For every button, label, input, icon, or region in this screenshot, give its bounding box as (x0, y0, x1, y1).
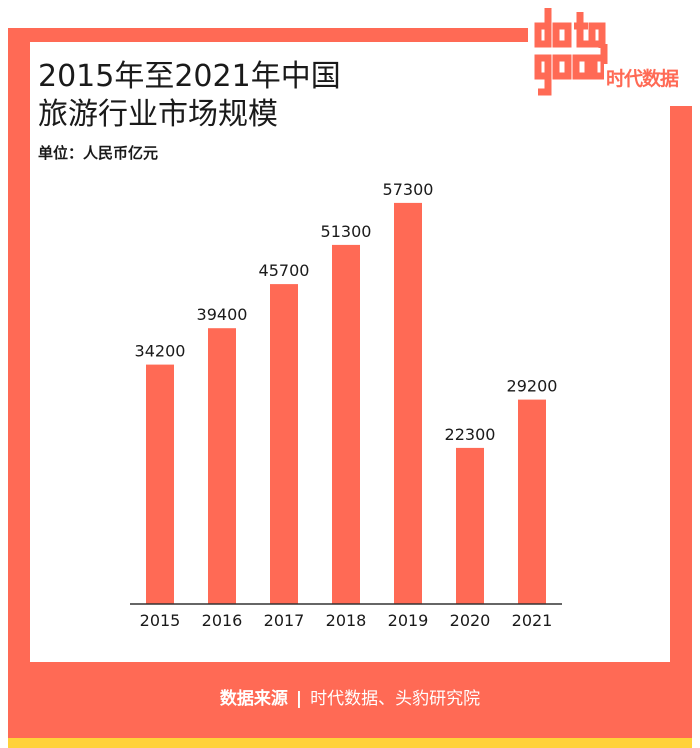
x-tick-label-2019: 2019 (388, 611, 429, 630)
datagood-logo-mark (534, 8, 608, 96)
x-tick-label-2016: 2016 (202, 611, 243, 630)
bar-2020 (456, 447, 484, 604)
source-text: 时代数据、头豹研究院 (310, 689, 481, 709)
data-label-2015: 34200 (135, 342, 186, 361)
data-label-2017: 45700 (259, 261, 310, 280)
data-label-2016: 39400 (197, 305, 248, 324)
bar-2019 (394, 202, 422, 604)
data-label-2018: 51300 (321, 222, 372, 241)
bar-2021 (518, 399, 546, 604)
x-tick-label-2021: 2021 (512, 611, 553, 630)
bottom-stripe (8, 738, 692, 748)
x-tick-label-2018: 2018 (326, 611, 367, 630)
data-label-2019: 57300 (383, 180, 434, 199)
data-label-2021: 29200 (507, 377, 558, 396)
chart-title: 2015年至2021年中国 旅游行业市场规模 (38, 58, 341, 134)
chart-title-line-2: 旅游行业市场规模 (38, 97, 278, 132)
x-tick-label-2015: 2015 (140, 611, 181, 630)
source-separator: | (295, 689, 303, 709)
chart-title-line-1: 2015年至2021年中国 (38, 59, 341, 94)
data-label-2020: 22300 (445, 425, 496, 444)
bar-2016 (208, 328, 236, 604)
x-tick-label-2020: 2020 (450, 611, 491, 630)
datagood-logo: 时代数据 (534, 4, 690, 104)
bar-2017 (270, 284, 298, 604)
logo-text: 时代数据 (604, 64, 681, 91)
x-tick-label-2017: 2017 (264, 611, 305, 630)
unit-label: 单位：人民币亿元 (38, 144, 159, 162)
bar-2015 (146, 364, 174, 604)
source-line: 数据来源 | 时代数据、头豹研究院 (0, 684, 700, 709)
source-label: 数据来源 (219, 689, 288, 709)
bar-2018 (332, 244, 360, 604)
